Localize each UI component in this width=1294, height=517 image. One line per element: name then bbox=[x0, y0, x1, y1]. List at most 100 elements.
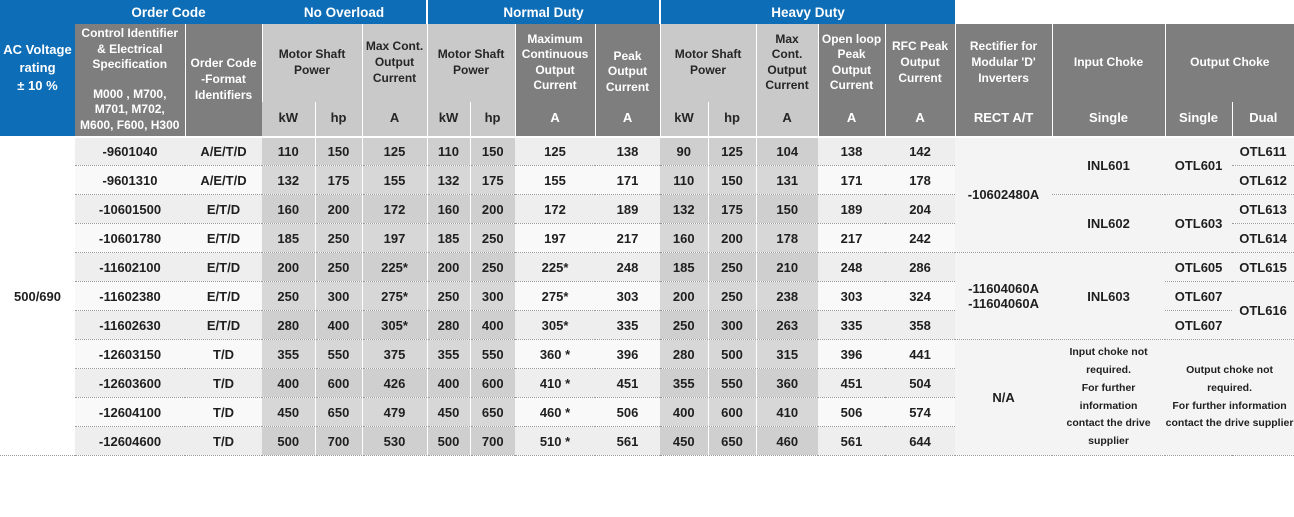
output-choke-single-cell: OTL601 bbox=[1165, 135, 1233, 195]
ac-voltage-line3: ± 10 % bbox=[17, 77, 58, 93]
drive-ratings-table: AC Voltage rating ± 10 % Order Code No O… bbox=[0, 0, 1294, 457]
order-code-cell: -11602100 bbox=[75, 252, 185, 282]
nd-kw-cell: 450 bbox=[426, 397, 471, 427]
unit-hd-hp: hp bbox=[707, 101, 757, 137]
order-code-cell: -12604100 bbox=[75, 397, 185, 427]
nd-a-cell: 125 bbox=[515, 135, 596, 166]
no-hp-cell: 175 bbox=[314, 165, 363, 195]
no-a-cell: 172 bbox=[361, 194, 428, 224]
unit-nd-hp: hp bbox=[469, 101, 516, 137]
nd-kw-cell: 185 bbox=[426, 223, 471, 253]
nd-hp-cell: 550 bbox=[469, 339, 516, 369]
unit-header-row: kW hp A kW hp A A kW hp A A A RECT A/T S… bbox=[0, 101, 1294, 137]
no-kw-cell: 185 bbox=[262, 223, 316, 253]
unit-output-single: Single bbox=[1164, 101, 1233, 137]
group-normal-duty: Normal Duty bbox=[426, 0, 661, 24]
nd-peak-cell: 303 bbox=[595, 281, 661, 311]
nd-kw-cell: 355 bbox=[426, 339, 471, 369]
hd-kw-cell: 185 bbox=[660, 252, 709, 282]
hd-rfc-cell: 142 bbox=[885, 135, 956, 166]
nd-a-cell: 197 bbox=[515, 223, 596, 253]
hd-a-cell: 150 bbox=[755, 194, 819, 224]
nd-a-cell: 155 bbox=[515, 165, 596, 195]
nd-peak-cell: 561 bbox=[595, 426, 661, 456]
input-note-line2: For further information bbox=[1079, 381, 1138, 412]
col-header-control-identifier: Control Identifier & Electrical Specific… bbox=[75, 24, 185, 137]
no-hp-cell: 250 bbox=[314, 223, 363, 253]
format-cell: T/D bbox=[185, 339, 263, 369]
output-choke-single-cell: OTL605 bbox=[1165, 252, 1233, 282]
hd-rfc-cell: 178 bbox=[885, 165, 956, 195]
ac-voltage-line1: AC Voltage bbox=[3, 42, 72, 58]
col-header-nd-peak-current: Peak Output Current bbox=[594, 24, 661, 102]
hd-rfc-cell: 286 bbox=[885, 252, 956, 282]
format-cell: E/T/D bbox=[185, 194, 263, 224]
hd-rfc-cell: 574 bbox=[885, 397, 956, 427]
rectifier-part-line2: -11604060A bbox=[968, 296, 1039, 312]
hd-ol-cell: 189 bbox=[818, 194, 886, 224]
nd-hp-cell: 700 bbox=[469, 426, 516, 456]
hd-ol-cell: 138 bbox=[818, 135, 886, 166]
col-header-order-format: Order Code -Format Identifiers bbox=[184, 24, 263, 137]
hd-hp-cell: 150 bbox=[707, 165, 757, 195]
format-cell: T/D bbox=[185, 397, 263, 427]
nd-peak-cell: 396 bbox=[595, 339, 661, 369]
unit-input-single: Single bbox=[1051, 101, 1166, 137]
col-header-hd-motor-shaft-power: Motor Shaft Power bbox=[659, 24, 757, 102]
no-a-cell: 197 bbox=[361, 223, 428, 253]
no-hp-cell: 600 bbox=[314, 368, 363, 398]
output-choke-dual-cell: OTL611 bbox=[1232, 135, 1294, 166]
no-kw-cell: 132 bbox=[262, 165, 316, 195]
no-a-cell: 225* bbox=[361, 252, 428, 282]
nd-kw-cell: 280 bbox=[426, 310, 471, 340]
ac-voltage-header: AC Voltage rating ± 10 % bbox=[0, 0, 75, 137]
format-cell: E/T/D bbox=[185, 281, 263, 311]
hd-hp-cell: 250 bbox=[707, 252, 757, 282]
no-hp-cell: 700 bbox=[314, 426, 363, 456]
hd-hp-cell: 650 bbox=[707, 426, 757, 456]
no-hp-cell: 250 bbox=[314, 252, 363, 282]
col-header-hd-max-cont-current: Max Cont. Output Current bbox=[755, 24, 819, 102]
format-cell: E/T/D bbox=[185, 310, 263, 340]
format-cell: A/E/T/D bbox=[185, 165, 263, 195]
output-choke-dual-cell: OTL613 bbox=[1232, 194, 1294, 224]
format-cell: T/D bbox=[185, 426, 263, 456]
hd-kw-cell: 90 bbox=[660, 135, 709, 166]
group-heavy-duty: Heavy Duty bbox=[659, 0, 956, 24]
no-a-cell: 125 bbox=[361, 135, 428, 166]
nd-kw-cell: 160 bbox=[426, 194, 471, 224]
nd-peak-cell: 248 bbox=[595, 252, 661, 282]
output-note-line2: For further information bbox=[1172, 399, 1287, 412]
no-kw-cell: 500 bbox=[262, 426, 316, 456]
hd-ol-cell: 217 bbox=[818, 223, 886, 253]
input-choke-part-cell: INL601 bbox=[1052, 135, 1166, 195]
voltage-value: 500/690 bbox=[0, 135, 75, 456]
ac-voltage-line2: rating bbox=[19, 60, 56, 75]
order-code-cell: -12604600 bbox=[75, 426, 185, 456]
order-code-cell: -9601040 bbox=[75, 135, 185, 166]
hd-kw-cell: 355 bbox=[660, 368, 709, 398]
no-hp-cell: 650 bbox=[314, 397, 363, 427]
hd-rfc-cell: 358 bbox=[885, 310, 956, 340]
nd-hp-cell: 250 bbox=[469, 223, 516, 253]
group-header-spacer bbox=[955, 0, 1294, 24]
no-hp-cell: 150 bbox=[314, 135, 363, 166]
nd-a-cell: 510 * bbox=[515, 426, 596, 456]
col-header-open-loop-peak: Open loop Peak Output Current bbox=[817, 24, 886, 102]
hd-ol-cell: 248 bbox=[818, 252, 886, 282]
no-a-cell: 275* bbox=[361, 281, 428, 311]
table-row: -11602100 E/T/D 200 250 225* 200 250 225… bbox=[0, 252, 1294, 340]
col-header-nd-motor-shaft-power: Motor Shaft Power bbox=[426, 24, 516, 102]
nd-peak-cell: 138 bbox=[595, 135, 661, 166]
format-cell: A/E/T/D bbox=[185, 135, 263, 166]
nd-a-cell: 275* bbox=[515, 281, 596, 311]
table-row: -9601310 A/E/T/D 132 175 155 132 175 155… bbox=[0, 165, 1294, 195]
hd-hp-cell: 250 bbox=[707, 281, 757, 311]
order-code-cell: -10601500 bbox=[75, 194, 185, 224]
nd-hp-cell: 650 bbox=[469, 397, 516, 427]
output-choke-single-cell: OTL607 bbox=[1165, 310, 1233, 340]
nd-kw-cell: 132 bbox=[426, 165, 471, 195]
hd-rfc-cell: 441 bbox=[885, 339, 956, 369]
nd-kw-cell: 400 bbox=[426, 368, 471, 398]
no-hp-cell: 550 bbox=[314, 339, 363, 369]
